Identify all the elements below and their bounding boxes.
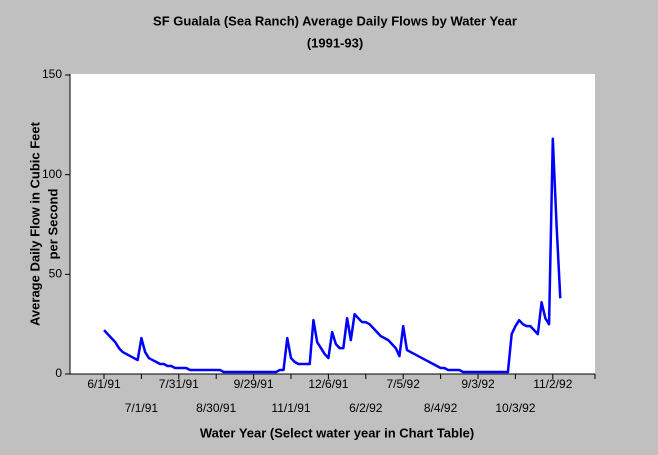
plot-area <box>70 74 595 374</box>
y-axis-label: Average Daily Flow in Cubic Feet per Sec… <box>27 121 60 326</box>
x-tick-label: 9/3/92 <box>461 377 495 391</box>
x-tick-label: 6/1/91 <box>87 377 121 391</box>
y-axis-label-line: per Second <box>45 189 60 260</box>
x-axis-label: Water Year (Select water year in Chart T… <box>200 425 474 440</box>
x-tick-label: 11/1/91 <box>271 401 310 415</box>
y-tick-label: 0 <box>55 366 62 380</box>
x-tick-label: 9/29/91 <box>234 377 274 391</box>
x-tick-label: 10/3/92 <box>495 401 535 415</box>
x-tick-label: 7/1/91 <box>125 401 159 415</box>
y-tick-label: 50 <box>49 267 63 281</box>
chart-subtitle: (1991-93) <box>307 35 363 50</box>
x-tick-label: 11/2/92 <box>533 377 572 391</box>
x-tick-label: 8/30/91 <box>196 401 236 415</box>
y-tick-label: 100 <box>42 167 62 181</box>
x-tick-label: 7/31/91 <box>159 377 199 391</box>
y-tick-label: 150 <box>42 67 62 81</box>
y-axis-label-line: Average Daily Flow in Cubic Feet <box>27 121 42 326</box>
x-tick-label: 7/5/92 <box>387 377 421 391</box>
data-line <box>103 137 562 374</box>
chart-title: SF Gualala (Sea Ranch) Average Daily Flo… <box>153 13 517 28</box>
x-tick-label: 12/6/91 <box>308 377 348 391</box>
x-tick-label: 6/2/92 <box>349 401 383 415</box>
x-tick-label: 8/4/92 <box>424 401 458 415</box>
